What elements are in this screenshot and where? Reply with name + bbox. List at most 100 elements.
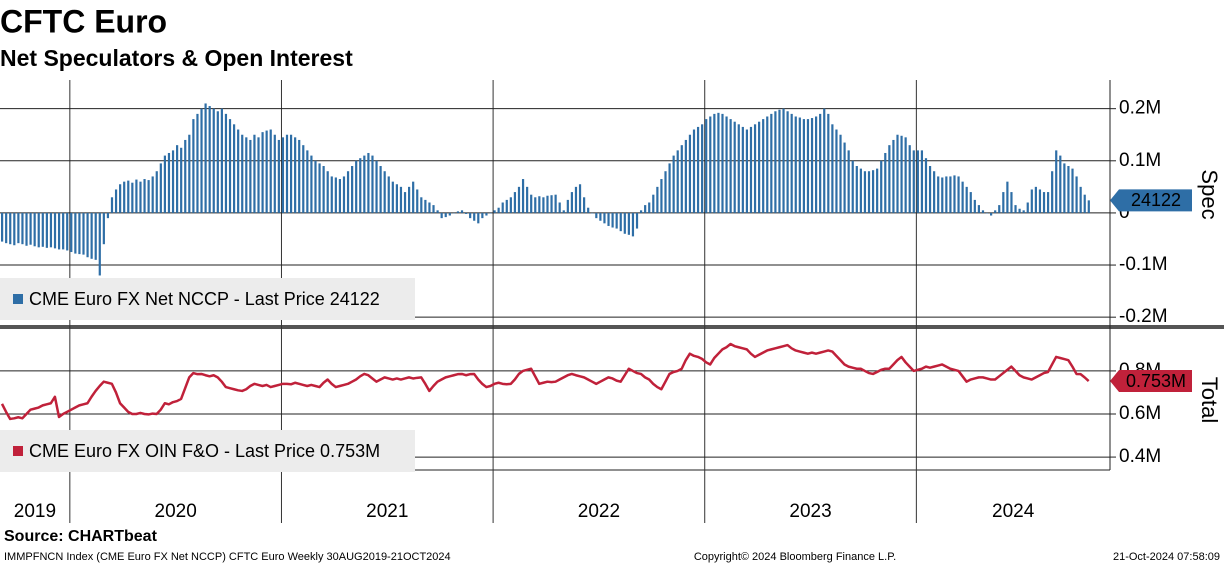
- bar: [334, 177, 337, 213]
- source: Source: CHARTbeat: [4, 528, 158, 545]
- bar: [180, 147, 183, 213]
- bar: [749, 126, 753, 213]
- bar: [701, 124, 704, 213]
- x-tick-label: 2021: [366, 501, 408, 522]
- bar: [558, 202, 561, 213]
- bar: [110, 197, 114, 213]
- bar: [574, 186, 578, 213]
- bar: [639, 210, 643, 213]
- bar: [851, 160, 854, 213]
- bar: [823, 108, 826, 213]
- bar: [863, 171, 867, 213]
- bar: [912, 150, 915, 213]
- bar: [66, 212, 69, 251]
- bar: [464, 212, 468, 214]
- legend-swatch: [13, 446, 23, 456]
- bar: [892, 139, 895, 213]
- bar: [1002, 192, 1005, 213]
- bar: [1083, 194, 1086, 213]
- bar: [1075, 176, 1078, 213]
- bar: [403, 192, 407, 213]
- bar: [176, 145, 179, 213]
- bar: [338, 179, 342, 213]
- bar: [998, 205, 1001, 213]
- bar: [1034, 186, 1037, 213]
- bar: [766, 116, 769, 213]
- bar: [123, 181, 126, 213]
- bar: [1030, 189, 1033, 213]
- bar: [583, 197, 586, 213]
- legend-box: [0, 278, 415, 320]
- bar: [538, 196, 541, 213]
- bar: [896, 134, 899, 213]
- bar: [521, 179, 525, 213]
- bar: [961, 181, 964, 213]
- bar: [188, 134, 191, 213]
- bar: [314, 160, 317, 213]
- bar: [163, 155, 166, 213]
- bar: [90, 212, 93, 259]
- bar: [265, 130, 268, 213]
- bar: [257, 137, 260, 213]
- bar: [790, 113, 793, 213]
- bar: [452, 212, 455, 214]
- bar: [916, 150, 919, 213]
- bar: [871, 170, 875, 213]
- bar: [147, 180, 150, 213]
- bar: [391, 181, 394, 213]
- bar: [17, 212, 20, 244]
- panel-divider: [0, 325, 1224, 329]
- bar: [424, 199, 427, 213]
- bar: [318, 163, 321, 213]
- bar: [106, 212, 110, 219]
- last-value-label: 0.753M: [1126, 371, 1186, 391]
- bar: [1079, 186, 1082, 213]
- bar: [45, 212, 48, 248]
- bar: [900, 135, 903, 213]
- bar: [1071, 168, 1074, 213]
- bar: [619, 212, 622, 232]
- bar: [762, 119, 765, 213]
- footer-left: IMMPFNCN Index (CME Euro FX Net NCCP) CF…: [4, 551, 451, 563]
- bar: [241, 134, 244, 213]
- bar: [41, 212, 44, 247]
- bar: [957, 176, 960, 213]
- bar: [127, 180, 130, 213]
- bar: [363, 155, 366, 213]
- bar: [306, 150, 309, 213]
- bar: [945, 176, 948, 213]
- bar: [330, 176, 333, 213]
- bar: [375, 160, 378, 213]
- x-tick-label: 2022: [578, 501, 620, 522]
- bar: [302, 145, 305, 213]
- bar: [819, 113, 822, 213]
- bar: [684, 139, 687, 213]
- bar: [644, 205, 647, 213]
- bar: [216, 111, 219, 213]
- bar: [1006, 181, 1009, 213]
- bar: [94, 212, 97, 260]
- bar: [269, 129, 272, 213]
- bar: [383, 171, 386, 213]
- bar: [399, 186, 403, 213]
- bar: [448, 212, 451, 216]
- bar: [867, 171, 871, 213]
- bar: [1046, 192, 1050, 213]
- bar: [627, 212, 630, 235]
- bar: [379, 166, 382, 213]
- bar: [9, 212, 12, 245]
- bar: [428, 202, 431, 213]
- bar: [298, 139, 301, 213]
- bar: [505, 199, 508, 213]
- bar: [460, 210, 464, 213]
- bar: [672, 155, 675, 213]
- y-tick-label: -0.2M: [1119, 306, 1168, 327]
- bar: [810, 118, 814, 213]
- bar: [204, 103, 207, 213]
- y-tick-label: 0.6M: [1119, 403, 1161, 424]
- legend-box: [0, 430, 415, 472]
- bar: [139, 181, 142, 213]
- bar: [969, 192, 972, 213]
- bar: [473, 212, 476, 221]
- bar: [587, 207, 590, 213]
